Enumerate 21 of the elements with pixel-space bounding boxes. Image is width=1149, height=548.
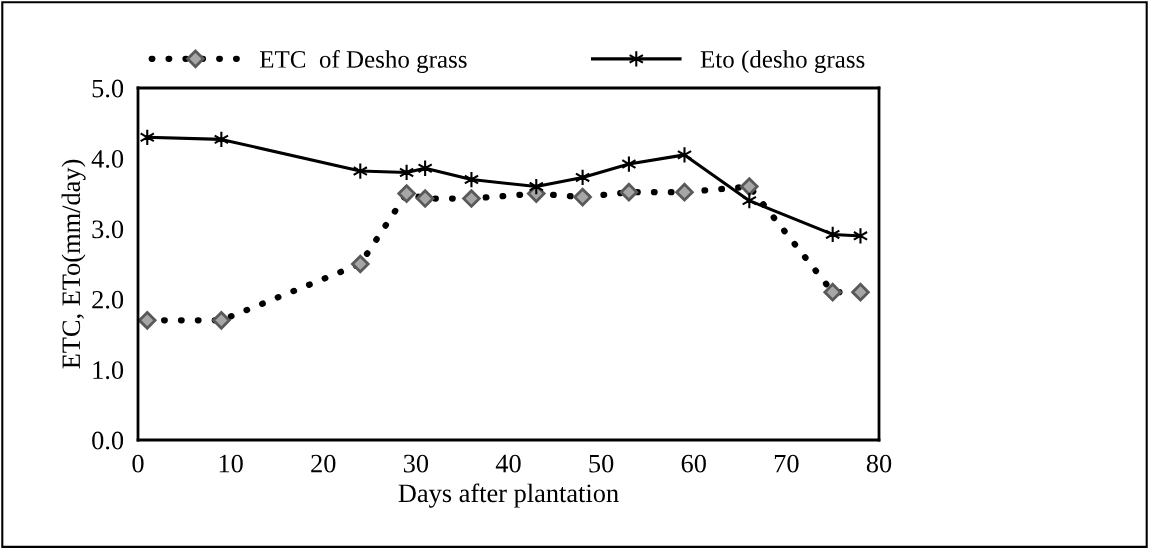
x-tick-label: 20 [311,454,336,473]
x-tick-label: 40 [495,454,521,473]
y-tick-label: 2.0 [92,290,124,309]
x-tick-label: 30 [403,454,429,473]
x-tick-label: 50 [589,454,614,473]
x-axis-title: Days after plantation [398,483,619,508]
legend-label: Eto (desho grass [700,50,865,73]
y-tick-label: 1.0 [93,361,124,380]
x-tick-label: 0 [132,454,144,473]
y-tick-label: 3.0 [92,220,124,239]
x-tick-label: 10 [219,454,243,473]
y-tick-label: 4.0 [91,150,124,168]
point [852,227,869,245]
y-axis-title: ETC, ETo(mm/day) [61,159,86,369]
x-tick-label: 60 [681,454,706,473]
x-tick-label: 80 [866,454,892,473]
point [676,146,693,164]
y-tick-label: 0.0 [92,431,124,450]
x-tick-label: 70 [774,454,799,473]
legend-label: ETC of Desho grass [259,50,467,73]
y-tick-label: 5.0 [92,79,124,98]
